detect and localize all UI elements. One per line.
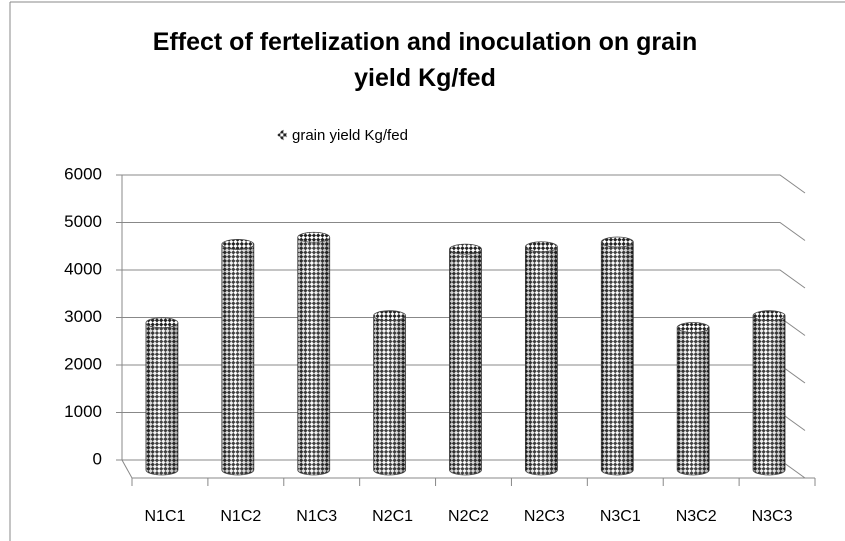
bar-top xyxy=(752,310,786,322)
bar-top xyxy=(676,322,710,333)
grid-line xyxy=(122,269,806,289)
bar-top xyxy=(449,243,482,255)
x-tick-label: N2C3 xyxy=(524,508,565,525)
legend-marker xyxy=(277,129,289,141)
chart-title: Effect of fertelization and inoculation … xyxy=(152,28,698,92)
bar-shade xyxy=(449,249,482,475)
bar-top xyxy=(600,236,634,248)
bar-shade xyxy=(601,242,634,475)
y-tick-label: 0 xyxy=(93,449,102,468)
bar-shade xyxy=(297,237,330,475)
bar-shade xyxy=(373,315,406,475)
x-tick-label: N2C1 xyxy=(372,508,413,525)
bar-shade xyxy=(221,244,254,475)
x-tick-label: N1C3 xyxy=(296,508,337,525)
y-tick-label: 6000 xyxy=(64,164,102,183)
bar-top xyxy=(297,231,331,243)
legend-label: grain yield Kg/fed xyxy=(292,127,408,144)
y-tick-label: 5000 xyxy=(64,212,102,231)
x-tick-label: N3C1 xyxy=(600,508,641,525)
bar-shade xyxy=(753,315,786,475)
x-tick-label: N2C2 xyxy=(448,508,489,525)
x-tick-label: N3C3 xyxy=(752,508,793,525)
bar-top xyxy=(373,310,407,322)
bar-top xyxy=(524,241,558,253)
bar-top xyxy=(145,317,179,329)
bar-top xyxy=(221,238,255,250)
x-tick-label: N1C2 xyxy=(220,508,261,525)
grid-line xyxy=(122,174,806,194)
y-tick-label: 3000 xyxy=(64,307,102,326)
x-tick-label: N3C2 xyxy=(676,508,717,525)
bar-shade xyxy=(677,327,710,475)
bar-shade xyxy=(145,322,178,475)
y-tick-label: 1000 xyxy=(64,402,102,421)
y-tick-label: 2000 xyxy=(64,354,102,373)
x-tick-label: N1C1 xyxy=(144,508,185,525)
bar-shade xyxy=(525,246,558,475)
grid-line xyxy=(122,222,806,241)
y-tick-label: 4000 xyxy=(64,259,102,278)
